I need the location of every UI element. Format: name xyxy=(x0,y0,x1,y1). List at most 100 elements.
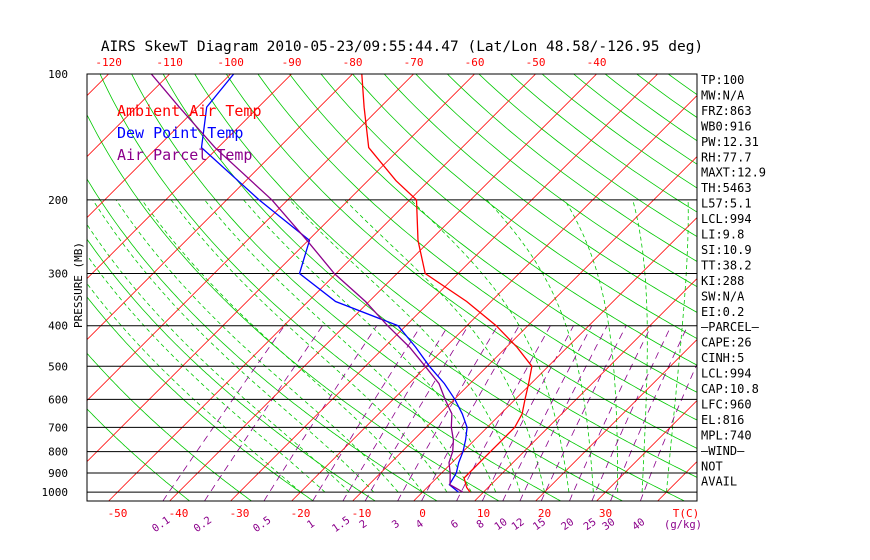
top-temperature-tick-label: -50 xyxy=(526,56,546,69)
sounding-index: LI:9.8 xyxy=(701,228,744,242)
mixing-ratio-tick-label: 25 xyxy=(581,516,598,533)
sounding-index: PW:12.31 xyxy=(701,135,759,149)
dry-adiabat-line xyxy=(87,238,376,501)
sounding-index: LCL:994 xyxy=(701,212,752,226)
legend: Ambient Air Temp Dew Point Temp Air Parc… xyxy=(117,102,262,164)
mixing-ratio-line xyxy=(591,325,672,501)
mixing-ratio-tick-label: 30 xyxy=(600,516,617,533)
sounding-index: CINH:5 xyxy=(701,351,744,365)
dry-adiabat-line xyxy=(320,74,697,366)
isotherm-line xyxy=(87,74,170,158)
pressure-tick-label: 700 xyxy=(48,421,68,434)
isotherm-line xyxy=(169,74,597,501)
bottom-temperature-tick-label: -30 xyxy=(230,507,250,520)
dry-adiabat-line xyxy=(194,74,697,478)
top-temperature-tick-label: -70 xyxy=(404,56,424,69)
y-axis-label: PRESSURE (MB) xyxy=(72,242,85,328)
bottom-temperature-tick-label: -10 xyxy=(352,507,372,520)
mixing-ratio-tick-label: 10 xyxy=(492,516,509,533)
legend-dew-point-temp: Dew Point Temp xyxy=(117,124,243,142)
dry-adiabat-line xyxy=(352,74,697,340)
pressure-tick-label: 1000 xyxy=(42,486,69,499)
isotherm-line xyxy=(87,74,353,341)
sounding-index: NOT xyxy=(701,459,723,473)
mixing-ratio-tick-label: 0.5 xyxy=(251,514,273,535)
bottom-temperature-tick-label: 30 xyxy=(599,507,612,520)
sounding-index: MPL:740 xyxy=(701,428,752,442)
sounding-index: MAXT:12.9 xyxy=(701,166,766,180)
mixing-ratio-line xyxy=(569,325,652,501)
moist-adiabat-line xyxy=(92,199,374,493)
isotherm-line xyxy=(87,74,231,219)
top-temperature-tick-label: -90 xyxy=(282,56,302,69)
isotherm-line xyxy=(474,278,697,501)
mixing-ratio-line xyxy=(162,325,285,501)
pressure-tick-label: 900 xyxy=(48,467,68,480)
legend-air-parcel-temp: Air Parcel Temp xyxy=(117,146,252,164)
sounding-index: RH:77.7 xyxy=(701,150,752,164)
top-temperature-tick-label: -80 xyxy=(343,56,363,69)
moist-adiabat-line xyxy=(666,199,689,493)
mixing-ratio-line xyxy=(456,325,551,501)
sounding-index: WB0:916 xyxy=(701,119,752,133)
pressure-tick-label: 400 xyxy=(48,320,68,333)
sounding-index: MW:N/A xyxy=(701,88,745,102)
isotherm-line xyxy=(291,95,697,501)
mixing-ratio-line xyxy=(540,325,627,501)
pressure-tick-label: 300 xyxy=(48,268,68,281)
isotherm-line xyxy=(0,74,48,501)
dry-adiabat-line xyxy=(257,74,697,421)
dry-adiabat-line xyxy=(131,74,623,501)
sounding-index: EI:0.2 xyxy=(701,305,744,319)
dry-adiabat-line xyxy=(447,74,697,262)
sounding-index: TT:38.2 xyxy=(701,258,752,272)
bottom-temperature-tick-label: 0 xyxy=(419,507,426,520)
isotherm-line xyxy=(657,461,697,501)
mixing-ratio-line xyxy=(397,325,498,501)
temperature-unit-label: T(C) xyxy=(673,507,700,520)
sounding-index: EL:816 xyxy=(701,413,744,427)
dry-adiabat-line xyxy=(826,74,870,501)
dry-adiabat-line xyxy=(858,74,870,501)
isotherm-line xyxy=(535,339,697,501)
dry-adiabat-line xyxy=(225,74,697,449)
mixing-ratio-tick-label: 40 xyxy=(630,516,647,533)
sounding-index: LFC:960 xyxy=(701,397,752,411)
dry-adiabat-line xyxy=(289,74,697,393)
legend-ambient-air-temp: Ambient Air Temp xyxy=(117,102,262,120)
bottom-temperature-tick-label: -50 xyxy=(108,507,128,520)
mixing-ratio-line xyxy=(263,325,378,501)
profile-line xyxy=(361,74,533,493)
sounding-index: FRZ:863 xyxy=(701,104,752,118)
mixing-ratio-line xyxy=(502,325,593,501)
mixing-ratio-tick-label: 3 xyxy=(390,518,402,531)
isotherm-line xyxy=(87,74,475,463)
mixing-ratio-line xyxy=(481,325,574,501)
mixing-ratio-tick-label: 12 xyxy=(509,516,526,533)
sounding-index: SW:N/A xyxy=(701,289,745,303)
isotherm-line xyxy=(87,74,292,280)
top-temperature-tick-label: -40 xyxy=(587,56,607,69)
pressure-tick-label: 800 xyxy=(48,446,68,459)
plot-frame xyxy=(86,73,698,502)
top-temperature-tick-label: -120 xyxy=(95,56,122,69)
bottom-temperature-tick-label: 20 xyxy=(538,507,551,520)
mixing-ratio-line xyxy=(640,363,697,501)
pressure-tick-label: 200 xyxy=(48,194,68,207)
pressure-tick-label: 600 xyxy=(48,393,68,406)
moist-adiabat-line xyxy=(243,199,497,493)
mixing-ratio-tick-label: 1 xyxy=(305,518,317,531)
sounding-index: TH:5463 xyxy=(701,181,752,195)
dry-adiabat-line xyxy=(162,74,685,501)
bottom-temperature-tick-label: 10 xyxy=(477,507,490,520)
sounding-index: L57:5.1 xyxy=(701,197,752,211)
mixing-ratio-line xyxy=(312,325,422,501)
profile-line xyxy=(200,74,468,493)
sounding-index: CAP:10.8 xyxy=(701,382,759,396)
mixing-ratio-unit-label: (g/kg) xyxy=(664,519,702,531)
dry-adiabat-line xyxy=(383,74,697,313)
pressure-tick-label: 100 xyxy=(48,68,68,81)
dry-adiabat-line xyxy=(87,296,314,501)
